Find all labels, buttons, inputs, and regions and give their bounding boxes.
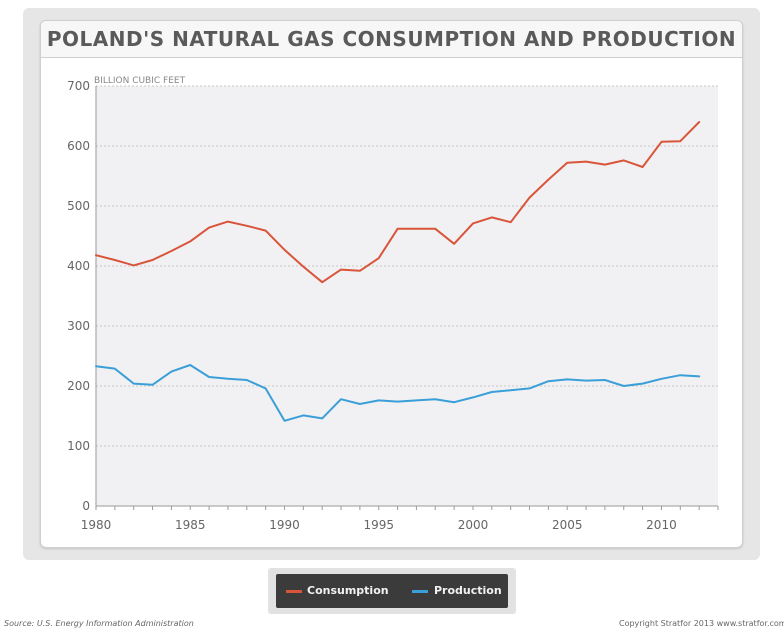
copyright-note: Copyright Stratfor 2013 www.stratfor.com [619,619,784,628]
source-note: Source: U.S. Energy Information Administ… [4,619,194,628]
y-tick-label: 400 [67,259,90,273]
y-tick-label: 300 [67,319,90,333]
legend: Consumption Production [268,568,516,614]
x-tick-label: 2000 [458,518,489,532]
x-tick-label: 1980 [81,518,112,532]
series-line-production [95,364,701,422]
y-tick-label: 500 [67,199,90,213]
legend-label-consumption: Consumption [307,584,389,597]
x-tick-label: 2010 [646,518,677,532]
y-axis-label: BILLION CUBIC FEET [94,76,186,86]
axes: 0 100 200 300 400 500 600 700 1980 1985 1990 1995 20… [67,79,719,532]
x-tick-label: 1995 [363,518,394,532]
legend-label-production: Production [434,584,502,597]
legend-panel: Consumption Production [276,574,508,608]
chart-title: POLAND'S NATURAL GAS CONSUMPTION AND PRO… [46,27,737,51]
y-tick-label: 600 [67,139,90,153]
y-tick-label: 100 [67,439,90,453]
title-bar: POLAND'S NATURAL GAS CONSUMPTION AND PRO… [41,21,742,58]
series [95,121,701,422]
legend-swatch-consumption [286,590,302,593]
series-line-consumption [95,121,701,284]
plot-area [96,86,718,506]
x-tick-label: 2005 [552,518,583,532]
legend-swatch-production [412,590,428,593]
y-tick-label: 200 [67,379,90,393]
x-tick-label: 1985 [175,518,206,532]
y-tick-label: 0 [82,499,90,513]
x-tick-label: 1990 [269,518,300,532]
y-tick-label: 700 [67,79,90,93]
